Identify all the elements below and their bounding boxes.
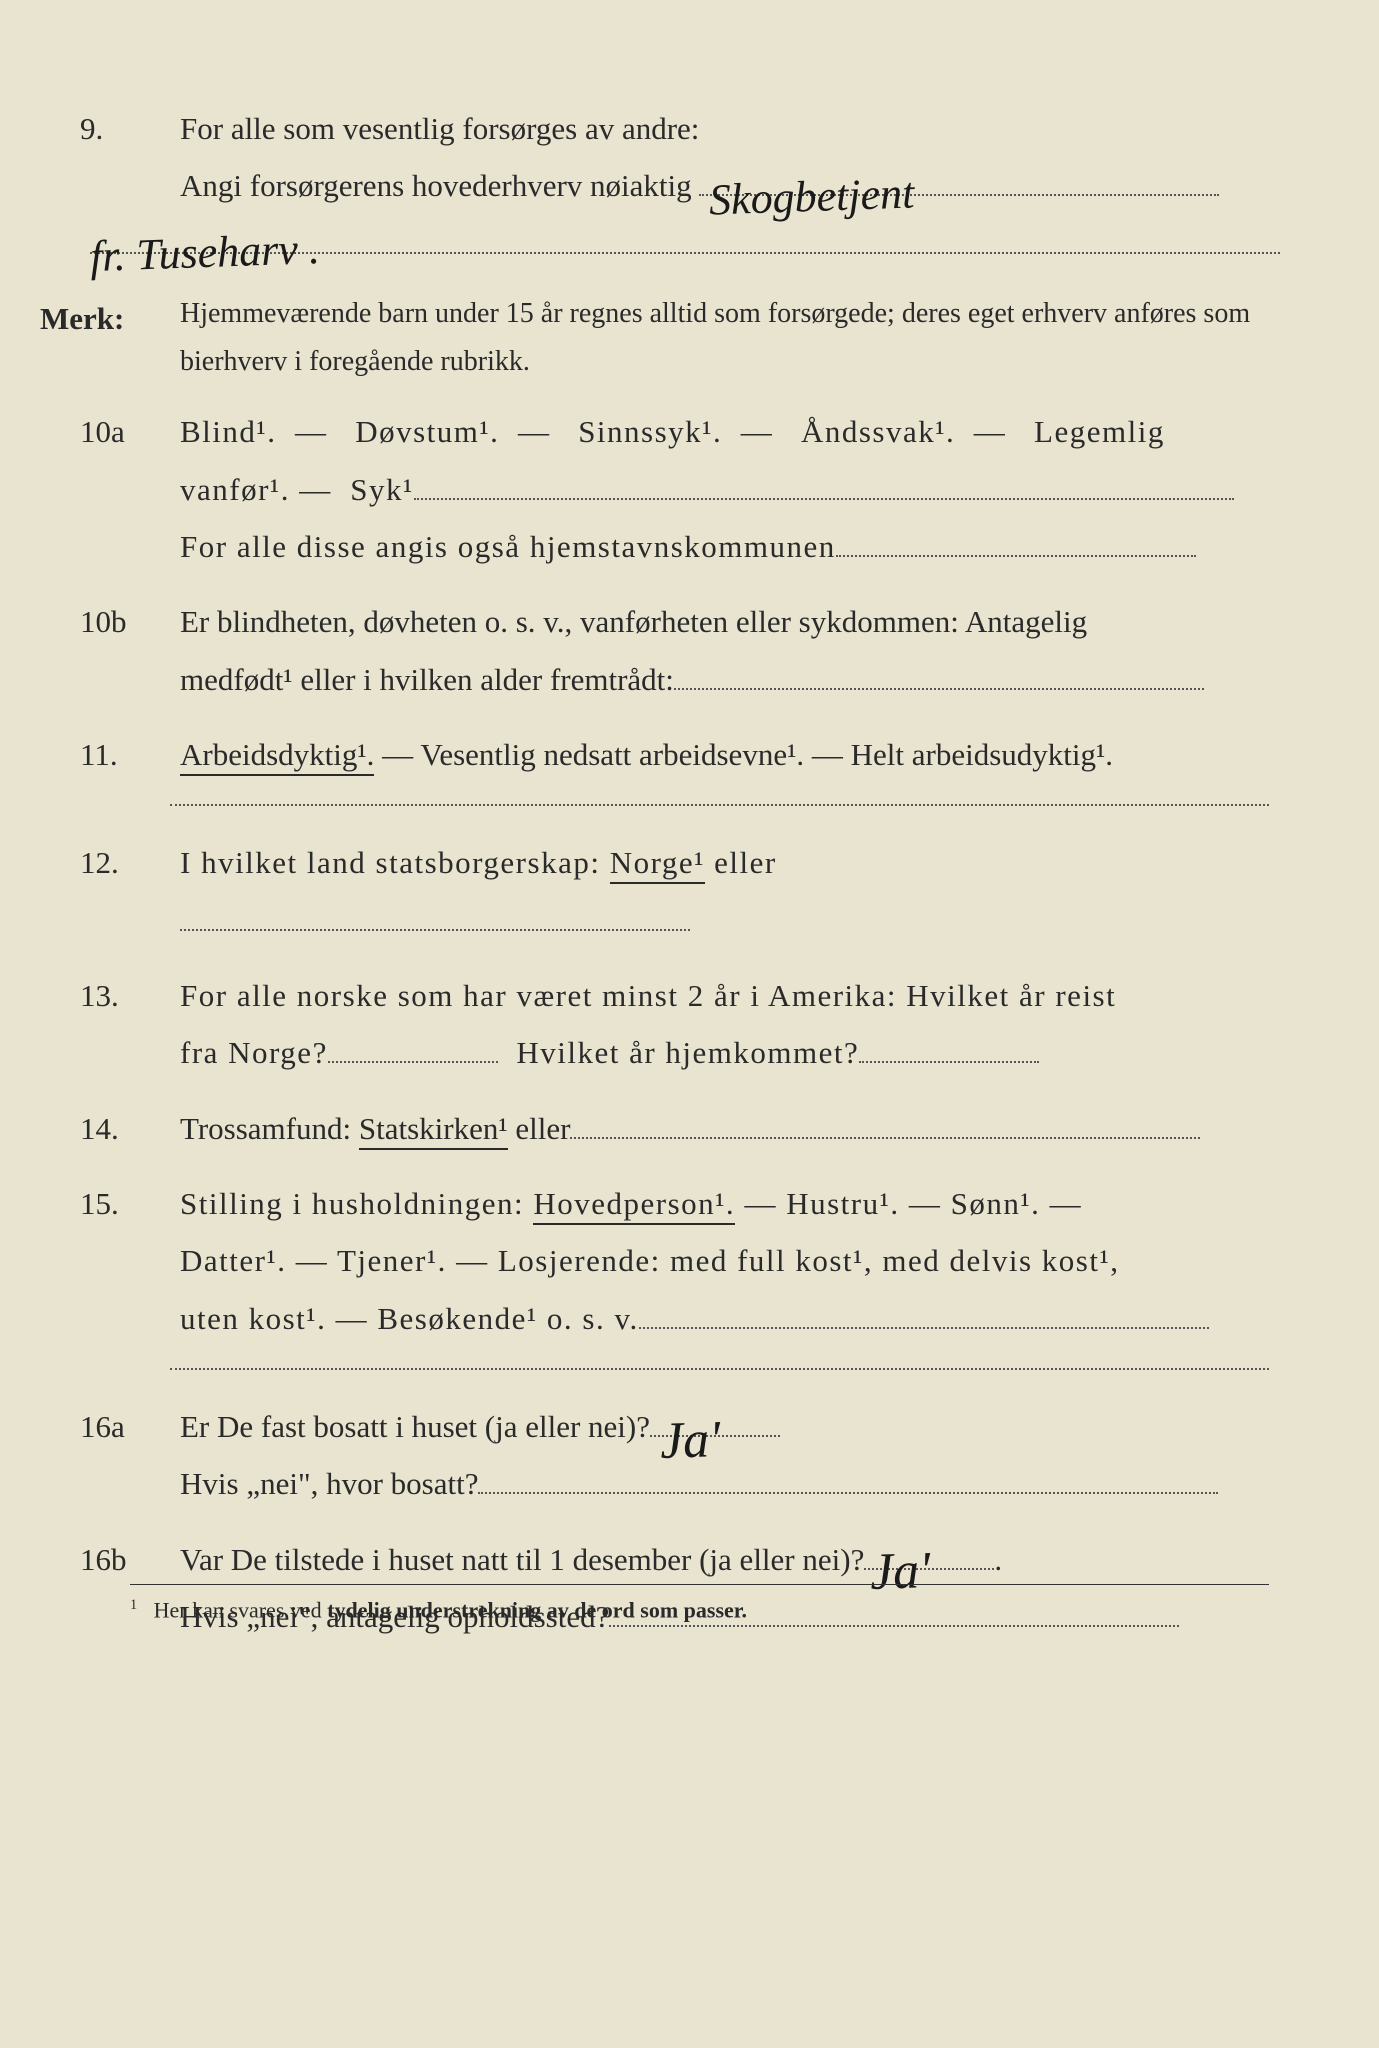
q13-line2-wrap: fra Norge? Hvilket år hjemkommet?: [180, 1024, 1269, 1081]
q10a-line1b: vanfør¹. — Syk¹: [180, 461, 1269, 518]
q10a-vanfor[interactable]: vanfør¹.: [180, 472, 290, 507]
q16a-number: 16a: [80, 1398, 180, 1513]
q14-blank[interactable]: [570, 1137, 1200, 1139]
footnote-text: Her kan svares ved tydelig understreknin…: [154, 1597, 747, 1622]
q10a-blank1[interactable]: [414, 498, 1234, 500]
q15-line1a: Stilling i husholdningen:: [180, 1186, 533, 1221]
q13-line2a: fra Norge?: [180, 1035, 328, 1070]
question-10b: 10b Er blindheten, døvheten o. s. v., va…: [80, 593, 1269, 708]
q9-hand2: fr. Tuseharv .: [89, 208, 322, 297]
q14-number: 14.: [80, 1100, 180, 1157]
q15-hovedperson[interactable]: Hovedperson¹.: [533, 1186, 735, 1225]
q14-statskirken[interactable]: Statskirken¹: [359, 1111, 508, 1150]
question-10a: 10a Blind¹. — Døvstum¹. — Sinnssyk¹. — Å…: [80, 403, 1269, 575]
q16b-line1: Var De tilstede i huset natt til 1 desem…: [180, 1542, 864, 1577]
q12-norge[interactable]: Norge¹: [610, 845, 705, 884]
q16a-line1-wrap: Er De fast bosatt i huset (ja eller nei)…: [180, 1398, 1269, 1455]
q9-line2-label: Angi forsørgerens hovederhverv nøiaktig: [180, 168, 692, 203]
q16a-blank2[interactable]: [478, 1492, 1218, 1494]
q9-line3-wrap: fr. Tuseharv .: [90, 215, 1280, 272]
q10a-andssvak[interactable]: Åndssvak¹.: [801, 414, 955, 449]
q12-content: I hvilket land statsborgerskap: Norge¹ e…: [180, 834, 1269, 949]
q11-rest: — Vesentlig nedsatt arbeidsevne¹. — Helt…: [374, 737, 1113, 772]
q13-number: 13.: [80, 967, 180, 1082]
q12-text-a: I hvilket land statsborgerskap:: [180, 845, 610, 880]
q15-line3: uten kost¹. — Besøkende¹ o. s. v.: [180, 1301, 639, 1336]
q9-content: For alle som vesentlig forsørges av andr…: [180, 100, 1280, 272]
merk-text: Hjemmeværende barn under 15 år regnes al…: [180, 290, 1269, 385]
q15-line1-wrap: Stilling i husholdningen: Hovedperson¹. …: [180, 1175, 1269, 1232]
question-13: 13. For alle norske som har været minst …: [80, 967, 1269, 1082]
q10a-content: Blind¹. — Døvstum¹. — Sinnssyk¹. — Åndss…: [180, 403, 1269, 575]
q10a-line2-wrap: For alle disse angis også hjemstavnskomm…: [180, 518, 1269, 575]
question-9: 9. For alle som vesentlig forsørges av a…: [80, 100, 1269, 272]
q11-number: 11.: [80, 726, 180, 783]
q10a-line2: For alle disse angis også hjemstavnskomm…: [180, 529, 836, 564]
q10b-line1: Er blindheten, døvheten o. s. v., vanfør…: [180, 593, 1269, 650]
q11-opt1[interactable]: Arbeidsdyktig¹.: [180, 737, 374, 776]
q12-blank[interactable]: [180, 929, 690, 931]
q10a-dovstum[interactable]: Døvstum¹.: [355, 414, 499, 449]
footnote: 1 Her kan svares ved tydelig understrekn…: [130, 1584, 1269, 1623]
divider-after-11: [170, 803, 1269, 806]
q10a-legemlig: Legemlig: [1034, 414, 1165, 449]
q10a-blank2[interactable]: [836, 555, 1196, 557]
question-12: 12. I hvilket land statsborgerskap: Norg…: [80, 834, 1269, 949]
q11-content: Arbeidsdyktig¹. — Vesentlig nedsatt arbe…: [180, 726, 1269, 783]
q16b-blank1[interactable]: Ja': [864, 1568, 994, 1570]
q16a-hand: Ja': [658, 1392, 722, 1490]
footnote-marker: 1: [130, 1597, 137, 1613]
q16a-line2-wrap: Hvis „nei", hvor bosatt?: [180, 1455, 1269, 1512]
q14-text-a: Trossamfund:: [180, 1111, 359, 1146]
q12-text-b: eller: [705, 845, 777, 880]
question-11: 11. Arbeidsdyktig¹. — Vesentlig nedsatt …: [80, 726, 1269, 783]
q15-line1b: — Hustru¹. — Sønn¹. —: [735, 1186, 1082, 1221]
q16a-line2: Hvis „nei", hvor bosatt?: [180, 1466, 478, 1501]
q10a-blind[interactable]: Blind¹.: [180, 414, 276, 449]
q10a-number: 10a: [80, 403, 180, 575]
q12-number: 12.: [80, 834, 180, 949]
divider-after-15: [170, 1367, 1269, 1370]
q15-line2: Datter¹. — Tjener¹. — Losjerende: med fu…: [180, 1232, 1269, 1289]
q10b-line2a: medfødt¹ eller i hvilken alder fremtrådt…: [180, 662, 674, 697]
q15-number: 15.: [80, 1175, 180, 1347]
q10b-content: Er blindheten, døvheten o. s. v., vanfør…: [180, 593, 1269, 708]
merk-note: Merk: Hjemmeværende barn under 15 år reg…: [80, 290, 1269, 385]
q9-blank1[interactable]: Skogbetjent: [699, 194, 1219, 196]
q16b-line1-wrap: Var De tilstede i huset natt til 1 desem…: [180, 1531, 1269, 1588]
q13-blank1[interactable]: [328, 1061, 498, 1063]
q10b-number: 10b: [80, 593, 180, 708]
question-16a: 16a Er De fast bosatt i huset (ja eller …: [80, 1398, 1269, 1513]
question-14: 14. Trossamfund: Statskirken¹ eller: [80, 1100, 1269, 1157]
q14-content: Trossamfund: Statskirken¹ eller: [180, 1100, 1269, 1157]
q16b-blank2[interactable]: [609, 1625, 1179, 1627]
merk-label: Merk:: [40, 290, 180, 385]
q10b-blank[interactable]: [674, 688, 1204, 690]
q9-line2-wrap: Angi forsørgerens hovederhverv nøiaktig …: [180, 157, 1280, 214]
q15-content: Stilling i husholdningen: Hovedperson¹. …: [180, 1175, 1269, 1347]
q13-line2b: Hvilket år hjemkommet?: [516, 1035, 859, 1070]
question-15: 15. Stilling i husholdningen: Hovedperso…: [80, 1175, 1269, 1347]
q16a-line1: Er De fast bosatt i huset (ja eller nei)…: [180, 1409, 650, 1444]
q16a-content: Er De fast bosatt i huset (ja eller nei)…: [180, 1398, 1269, 1513]
q13-line1: For alle norske som har været minst 2 år…: [180, 967, 1269, 1024]
q14-text-b: eller: [508, 1111, 571, 1146]
q15-line3-wrap: uten kost¹. — Besøkende¹ o. s. v.: [180, 1290, 1269, 1347]
q10a-syk[interactable]: Syk¹: [350, 472, 414, 507]
q9-line1: For alle som vesentlig forsørges av andr…: [180, 100, 1280, 157]
q10a-sinnssyk[interactable]: Sinnssyk¹.: [578, 414, 722, 449]
q13-content: For alle norske som har været minst 2 år…: [180, 967, 1269, 1082]
census-form-page: 9. For alle som vesentlig forsørges av a…: [0, 0, 1379, 1723]
q9-blank2[interactable]: fr. Tuseharv .: [90, 252, 1280, 254]
q10a-line1: Blind¹. — Døvstum¹. — Sinnssyk¹. — Åndss…: [180, 403, 1269, 460]
q10b-line2-wrap: medfødt¹ eller i hvilken alder fremtrådt…: [180, 651, 1269, 708]
q15-blank[interactable]: [639, 1327, 1209, 1329]
q16a-blank1[interactable]: Ja': [650, 1435, 780, 1437]
q13-blank2[interactable]: [859, 1061, 1039, 1063]
